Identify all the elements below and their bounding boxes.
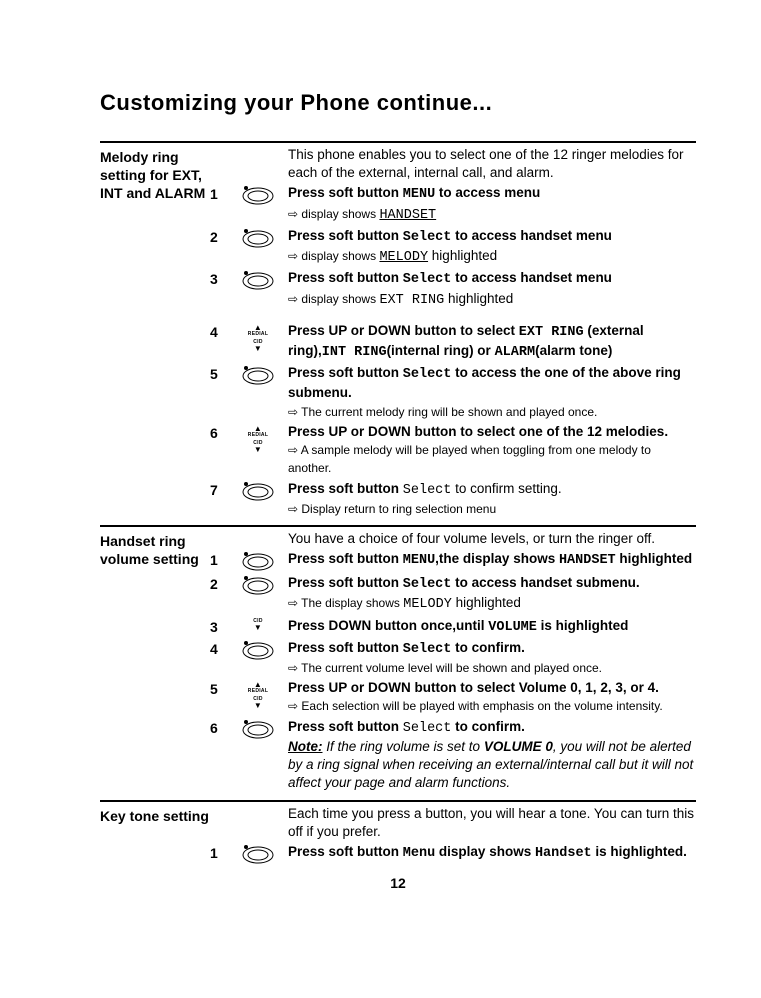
softbutton-icon (228, 718, 288, 793)
section-steps-volume: You have a choice of four volume levels,… (210, 527, 696, 795)
softbutton-icon (228, 364, 288, 421)
softbutton-icon (228, 184, 288, 224)
step-text: Press soft button Select to confirm sett… (288, 480, 696, 518)
step-text: Press soft button Select to confirm. ⇨ T… (288, 639, 696, 677)
step-text: Press soft button Select to access the o… (288, 364, 696, 421)
step-text: Press UP or DOWN button to select Volume… (288, 679, 696, 715)
step-number: 6 (210, 423, 228, 478)
step-text: Press soft button Select to access hands… (288, 227, 696, 267)
updown-icon: CID ▼ (228, 617, 288, 637)
softbutton-icon (228, 639, 288, 677)
step-number: 5 (210, 679, 228, 715)
step-number: 7 (210, 480, 228, 518)
step-text: Press soft button Menu display shows Han… (288, 843, 696, 865)
step-number: 1 (210, 550, 228, 572)
softbutton-icon (228, 480, 288, 518)
step-row: 5 ▲ REDIAL CID ▼ Press UP or DOWN button… (210, 679, 696, 715)
step-row: 1 Press soft button MENU to access menu … (210, 184, 696, 224)
updown-icon: ▲ REDIAL CID ▼ (228, 423, 288, 478)
intro-text: This phone enables you to select one of … (288, 146, 696, 182)
step-text: Press UP or DOWN button to select EXT RI… (288, 322, 696, 362)
step-number: 4 (210, 639, 228, 677)
section-steps-keytone: Each time you press a button, you will h… (210, 802, 696, 867)
section-volume: Handset ring volume setting You have a c… (100, 525, 696, 795)
step-row: 2 Press soft button Select to access han… (210, 227, 696, 267)
step-row: 7 Press soft button Select to confirm se… (210, 480, 696, 518)
step-number: 2 (210, 227, 228, 267)
softbutton-icon (228, 574, 288, 614)
step-text: Press soft button MENU to access menu ⇨ … (288, 184, 696, 224)
step-text: Press soft button MENU,the display shows… (288, 550, 696, 572)
section-label-melody: Melody ring setting for EXT, INT and ALA… (100, 143, 210, 520)
section-label-keytone: Key tone setting (100, 802, 210, 867)
step-number: 2 (210, 574, 228, 614)
section-melody: Melody ring setting for EXT, INT and ALA… (100, 141, 696, 520)
step-row: 4 ▲ REDIAL CID ▼ Press UP or DOWN button… (210, 322, 696, 362)
softbutton-icon (228, 227, 288, 267)
step-row: 1 Press soft button MENU,the display sho… (210, 550, 696, 572)
step-number: 1 (210, 843, 228, 865)
softbutton-icon (228, 269, 288, 309)
updown-icon: ▲ REDIAL CID ▼ (228, 679, 288, 715)
step-row: 3 Press soft button Select to access han… (210, 269, 696, 309)
step-number: 5 (210, 364, 228, 421)
step-number: 3 (210, 269, 228, 309)
section-steps-melody: This phone enables you to select one of … (210, 143, 696, 520)
step-number: 4 (210, 322, 228, 362)
step-text: Press soft button Select to confirm. Not… (288, 718, 696, 793)
section-keytone: Key tone setting Each time you press a b… (100, 800, 696, 867)
intro-row: You have a choice of four volume levels,… (210, 530, 696, 548)
step-number: 6 (210, 718, 228, 793)
updown-icon: ▲ REDIAL CID ▼ (228, 322, 288, 362)
step-row: 3 CID ▼ Press DOWN button once,until VOL… (210, 617, 696, 637)
page-number: 12 (100, 875, 696, 891)
step-row: 1 Press soft button Menu display shows H… (210, 843, 696, 865)
step-row: 6 Press soft button Select to confirm. N… (210, 718, 696, 793)
softbutton-icon (228, 843, 288, 865)
step-row: 6 ▲ REDIAL CID ▼ Press UP or DOWN button… (210, 423, 696, 478)
section-label-volume: Handset ring volume setting (100, 527, 210, 795)
step-number: 3 (210, 617, 228, 637)
step-text: Press soft button Select to access hands… (288, 574, 696, 614)
step-number: 1 (210, 184, 228, 224)
page-title: Customizing your Phone continue... (100, 90, 696, 116)
step-text: Press UP or DOWN button to select one of… (288, 423, 696, 478)
step-row: 4 Press soft button Select to confirm. ⇨… (210, 639, 696, 677)
step-text: Press soft button Select to access hands… (288, 269, 696, 309)
intro-text: You have a choice of four volume levels,… (288, 530, 696, 548)
step-row: 5 Press soft button Select to access the… (210, 364, 696, 421)
step-row: 2 Press soft button Select to access han… (210, 574, 696, 614)
intro-row: This phone enables you to select one of … (210, 146, 696, 182)
softbutton-icon (228, 550, 288, 572)
step-text: Press DOWN button once,until VOLUME is h… (288, 617, 696, 637)
intro-text: Each time you press a button, you will h… (288, 805, 696, 841)
intro-row: Each time you press a button, you will h… (210, 805, 696, 841)
